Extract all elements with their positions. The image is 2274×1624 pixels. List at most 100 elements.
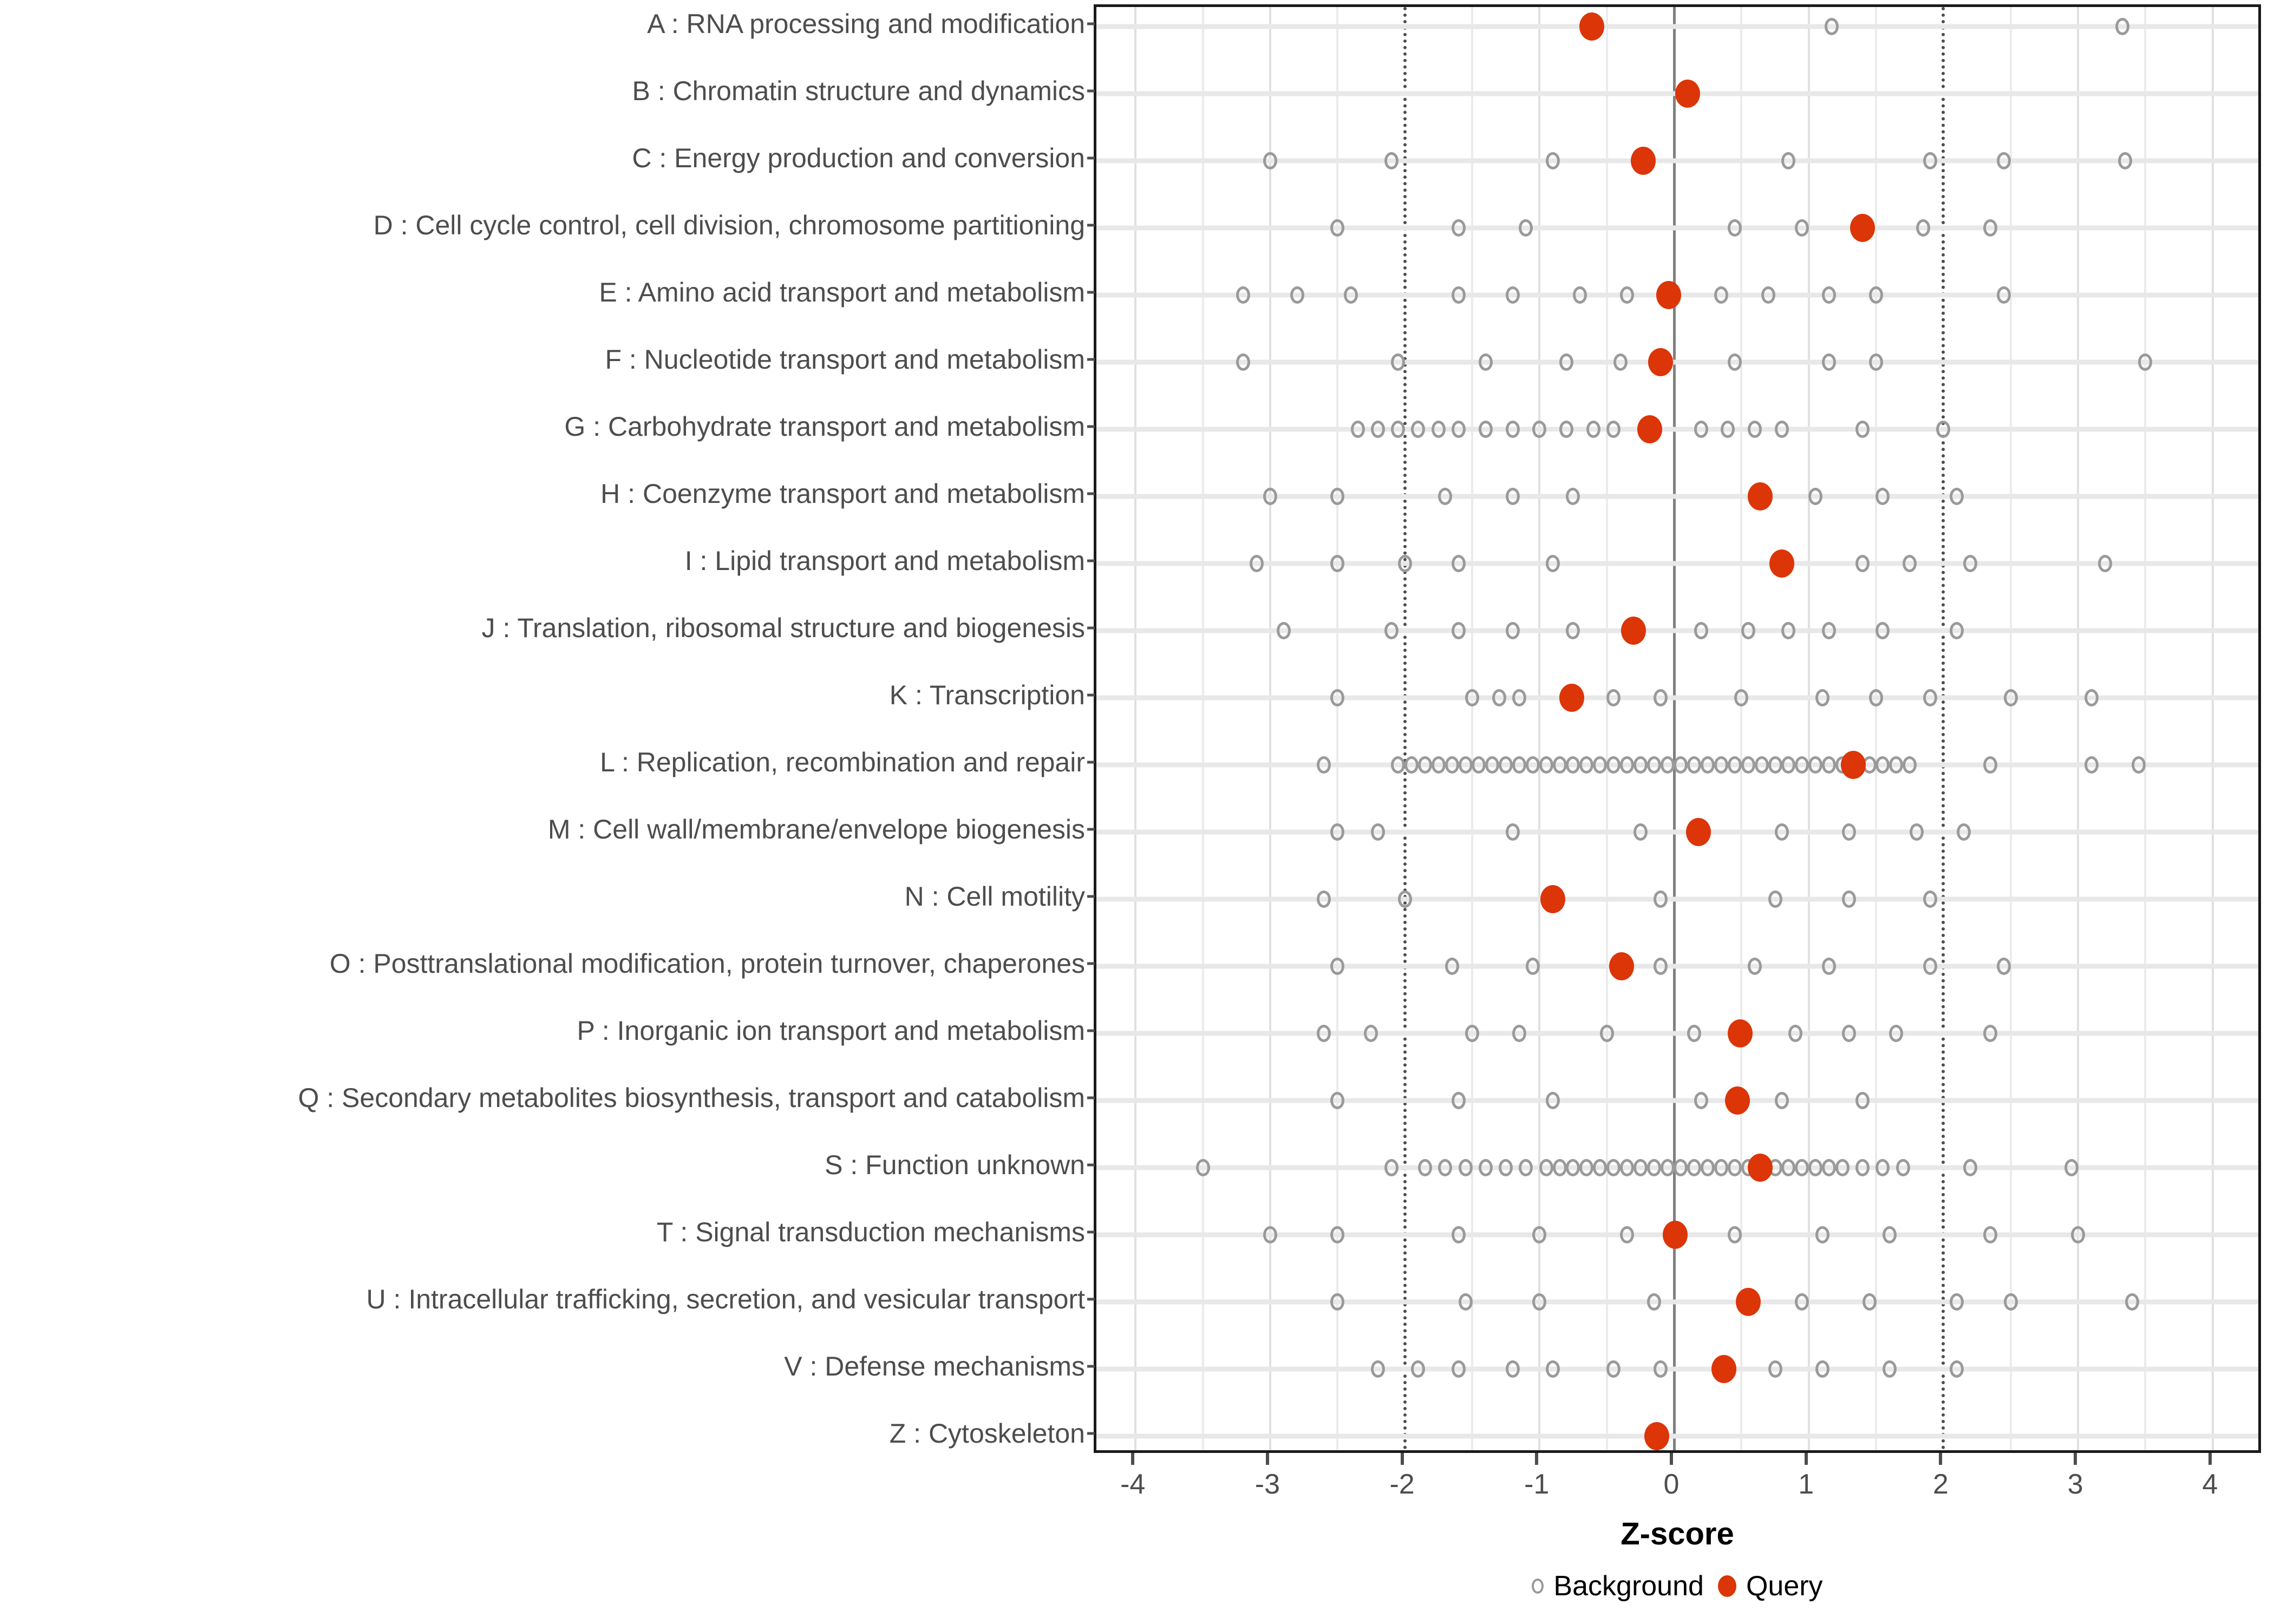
background-point — [1646, 756, 1661, 774]
query-point[interactable] — [1559, 684, 1584, 712]
background-point — [1370, 1360, 1385, 1378]
x-axis-tick-label: -1 — [1524, 1469, 1550, 1500]
background-point — [1478, 421, 1493, 438]
query-point[interactable] — [1840, 751, 1866, 779]
query-point[interactable] — [1735, 1288, 1761, 1316]
y-axis-label: P : Inorganic ion transport and metaboli… — [577, 1016, 1085, 1046]
query-point[interactable] — [1637, 415, 1663, 443]
background-point — [1727, 1159, 1742, 1176]
background-point — [1566, 622, 1580, 639]
y-axis-tick — [1087, 492, 1095, 495]
background-point — [1539, 756, 1553, 774]
background-point — [1876, 622, 1890, 639]
background-point — [1727, 353, 1742, 371]
query-point[interactable] — [1685, 818, 1711, 846]
vertical-gridline — [2144, 7, 2147, 1450]
y-axis-label: G : Carbohydrate transport and metabolis… — [564, 411, 1085, 442]
background-point — [1452, 421, 1466, 438]
query-point[interactable] — [1663, 1221, 1688, 1249]
background-point — [1317, 890, 1331, 908]
query-point[interactable] — [1609, 952, 1634, 980]
background-point — [1795, 1159, 1809, 1176]
query-point[interactable] — [1748, 1154, 1773, 1182]
background-point — [1889, 756, 1904, 774]
query-point[interactable] — [1621, 617, 1646, 645]
query-point[interactable] — [1724, 1086, 1750, 1115]
y-axis-label: Z : Cytoskeleton — [889, 1418, 1085, 1449]
background-point — [1263, 1226, 1277, 1243]
background-point — [1384, 622, 1399, 639]
background-point — [1512, 1025, 1526, 1042]
background-point — [1842, 1025, 1857, 1042]
x-axis-tick — [1535, 1453, 1539, 1465]
background-point — [1687, 756, 1702, 774]
background-point — [1438, 488, 1453, 505]
y-axis-label: M : Cell wall/membrane/envelope biogenes… — [547, 814, 1085, 844]
background-point — [1391, 353, 1406, 371]
vertical-gridline — [1538, 7, 1541, 1450]
background-point — [1674, 756, 1688, 774]
background-point — [1768, 756, 1782, 774]
background-point — [1997, 958, 2011, 975]
y-axis-label: E : Amino acid transport and metabolism — [599, 277, 1085, 307]
horizontal-gridline — [1096, 1433, 2258, 1439]
background-point — [1499, 1159, 1513, 1176]
x-axis-tick — [2208, 1453, 2212, 1465]
background-point — [1566, 488, 1580, 505]
background-point — [1903, 756, 1917, 774]
background-point — [2115, 18, 2130, 35]
query-point[interactable] — [1850, 214, 1876, 242]
horizontal-gridline — [1096, 1098, 2258, 1103]
y-axis-tick — [1087, 693, 1095, 697]
background-point — [1903, 555, 1917, 572]
background-point — [1923, 890, 1937, 908]
background-point — [1822, 286, 1836, 304]
background-point — [1822, 622, 1836, 639]
background-point — [1370, 823, 1385, 841]
query-point[interactable] — [1648, 348, 1674, 376]
background-point — [1654, 689, 1668, 706]
background-point — [1478, 1159, 1493, 1176]
background-point — [1452, 555, 1466, 572]
background-point — [1889, 1025, 1904, 1042]
horizontal-gridline — [1096, 1366, 2258, 1372]
background-point — [2084, 756, 2099, 774]
query-point[interactable] — [1727, 1019, 1753, 1047]
background-point — [1606, 689, 1621, 706]
background-point — [1687, 1025, 1702, 1042]
y-axis-tick — [1087, 156, 1095, 160]
background-point — [1855, 1092, 1870, 1109]
background-point — [1525, 756, 1540, 774]
y-axis-tick — [1087, 626, 1095, 630]
background-point — [1505, 488, 1520, 505]
background-point — [1263, 152, 1277, 169]
x-axis-tick — [2074, 1453, 2077, 1465]
background-point — [1754, 756, 1769, 774]
query-point[interactable] — [1579, 12, 1605, 41]
background-point — [1788, 1025, 1802, 1042]
query-point[interactable] — [1656, 281, 1682, 309]
background-point — [2071, 1226, 2086, 1243]
query-point[interactable] — [1711, 1355, 1737, 1383]
background-point — [1660, 1159, 1675, 1176]
query-point[interactable] — [1644, 1422, 1669, 1450]
y-axis-tick — [1087, 895, 1095, 898]
background-point — [1882, 1226, 1897, 1243]
background-point — [1384, 1159, 1399, 1176]
background-point — [1546, 1360, 1560, 1378]
vertical-gridline — [1134, 7, 1137, 1450]
query-point[interactable] — [1675, 80, 1700, 108]
background-point — [1431, 421, 1446, 438]
query-point[interactable] — [1769, 549, 1794, 578]
background-point — [1761, 286, 1776, 304]
vertical-gridline — [1336, 7, 1339, 1450]
query-point[interactable] — [1630, 147, 1656, 175]
background-point — [1822, 958, 1836, 975]
background-point — [1774, 421, 1789, 438]
background-point — [1552, 756, 1567, 774]
background-point — [1701, 1159, 1715, 1176]
query-point[interactable] — [1748, 482, 1773, 510]
query-point[interactable] — [1540, 885, 1566, 913]
background-point — [1330, 219, 1345, 237]
